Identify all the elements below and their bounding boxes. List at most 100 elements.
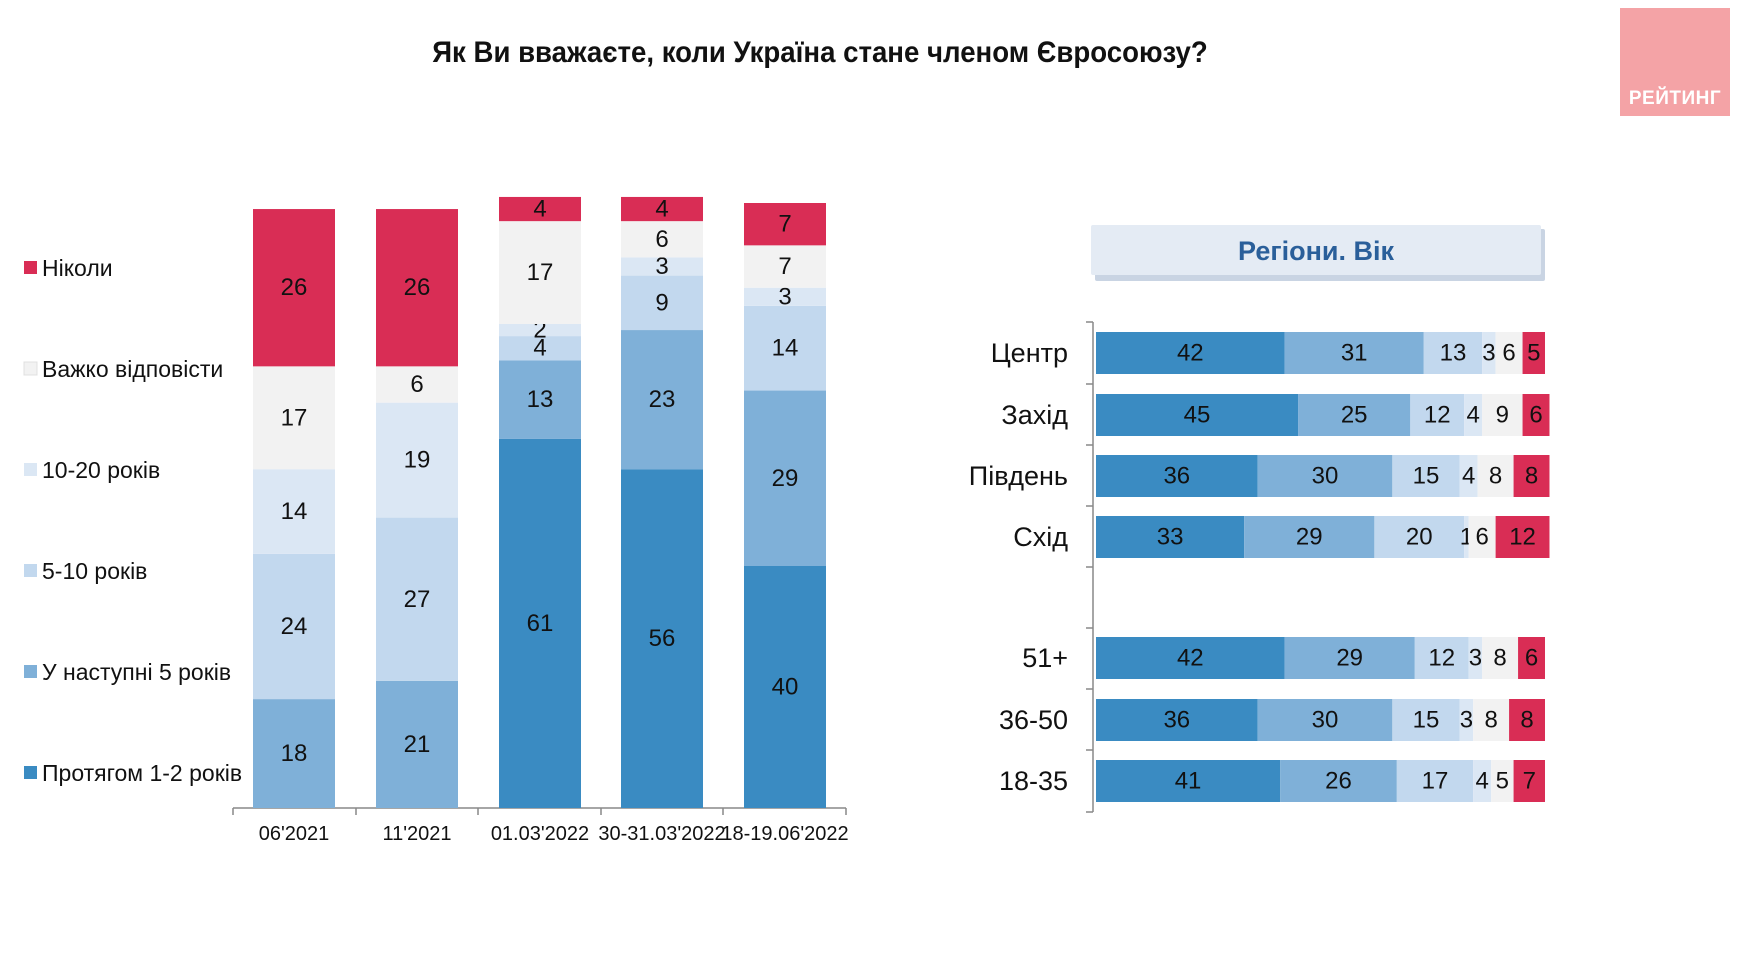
bar-1-важко-відповісти bbox=[376, 366, 458, 403]
legend-swatch-4 bbox=[24, 665, 37, 678]
row-label-6: 18-35 bbox=[999, 766, 1068, 796]
hbar-0-у-наступні-5-років bbox=[1284, 332, 1424, 374]
hbar-6-у-наступні-5-років bbox=[1280, 760, 1397, 802]
bar-label-1-5-10-років: 27 bbox=[404, 586, 431, 613]
legend-label-1: Важко відповісти bbox=[42, 356, 223, 382]
hbar-6-5-10-років bbox=[1396, 760, 1474, 802]
x-tick-label-3: 30-31.03'2022 bbox=[598, 823, 725, 845]
hbar-label-3-5-10-років: 20 bbox=[1406, 524, 1433, 551]
hbar-5-5-10-років bbox=[1392, 699, 1460, 741]
hbar-3-у-наступні-5-років bbox=[1244, 516, 1375, 558]
hbar-label-5-протягом-1-2-років: 36 bbox=[1163, 707, 1190, 734]
bar-label-0-ніколи: 26 bbox=[281, 274, 308, 301]
bar-4-ніколи bbox=[744, 203, 826, 246]
hbar-label-0-5-10-років: 13 bbox=[1440, 340, 1467, 367]
hbar-1-важко-відповісти bbox=[1482, 394, 1523, 436]
hbar-label-1-у-наступні-5-років: 25 bbox=[1341, 402, 1368, 429]
legend-label-0: Ніколи bbox=[42, 255, 113, 281]
bar-3-важко-відповісти bbox=[621, 221, 703, 258]
hbar-label-2-10-20-років: 4 bbox=[1462, 463, 1475, 490]
row-label-4: 51+ bbox=[1022, 643, 1068, 673]
bar-3-ніколи bbox=[621, 196, 703, 222]
hbar-label-3-ніколи: 12 bbox=[1509, 524, 1536, 551]
hbar-label-0-ніколи: 5 bbox=[1527, 340, 1540, 367]
bar-3-5-10-років bbox=[621, 275, 703, 331]
bar-3-протягом-1-2-років bbox=[621, 469, 703, 808]
hbar-label-1-10-20-років: 4 bbox=[1466, 402, 1479, 429]
hbar-label-4-протягом-1-2-років: 42 bbox=[1177, 645, 1204, 672]
hbar-6-важко-відповісти bbox=[1491, 760, 1514, 802]
x-tick-label-1: 11'2021 bbox=[382, 823, 451, 845]
bar-2-5-10-років bbox=[499, 336, 581, 361]
hbar-label-1-ніколи: 6 bbox=[1529, 402, 1542, 429]
hbar-2-протягом-1-2-років bbox=[1096, 455, 1258, 497]
legend: Ніколи Важко відповісти 10-20 років 5-10 ро… bbox=[23, 255, 242, 786]
legend-label-4: У наступні 5 років bbox=[42, 659, 231, 685]
bar-label-0-у-наступні-5-років: 18 bbox=[281, 740, 308, 767]
hbar-4-у-наступні-5-років bbox=[1284, 637, 1415, 679]
hbar-1-5-10-років bbox=[1410, 394, 1465, 436]
hbar-label-6-протягом-1-2-років: 41 bbox=[1175, 768, 1202, 795]
row-label-1: Захід bbox=[1001, 400, 1068, 430]
hbar-3-10-20-років bbox=[1464, 516, 1469, 558]
x-tick-label-0: 06'2021 bbox=[259, 823, 330, 845]
bar-label-3-5-10-років: 9 bbox=[655, 289, 668, 316]
hbar-label-5-10-20-років: 3 bbox=[1460, 707, 1473, 734]
bar-2-ніколи bbox=[499, 196, 581, 222]
row-label-2: Південь bbox=[969, 461, 1068, 491]
bar-4-у-наступні-5-років bbox=[744, 390, 826, 566]
hbar-label-0-протягом-1-2-років: 42 bbox=[1177, 340, 1204, 367]
hbar-1-протягом-1-2-років bbox=[1096, 394, 1299, 436]
bar-2-протягом-1-2-років bbox=[499, 438, 581, 808]
hbar-3-ніколи bbox=[1495, 516, 1550, 558]
bar-label-1-ніколи: 26 bbox=[404, 274, 431, 301]
bar-label-4-5-10-років: 14 bbox=[772, 335, 799, 362]
hbar-label-1-важко-відповісти: 9 bbox=[1496, 402, 1509, 429]
hbar-5-протягом-1-2-років bbox=[1096, 699, 1258, 741]
panel-title: Регіони. Вік bbox=[1238, 236, 1395, 266]
bar-label-0-10-20-років: 14 bbox=[281, 498, 308, 525]
hbar-label-2-важко-відповісти: 8 bbox=[1489, 463, 1502, 490]
legend-swatch-0 bbox=[24, 261, 37, 274]
hbar-label-4-10-20-років: 3 bbox=[1469, 645, 1482, 672]
hbar-label-6-у-наступні-5-років: 26 bbox=[1325, 768, 1352, 795]
hbar-label-2-у-наступні-5-років: 30 bbox=[1312, 463, 1339, 490]
hbar-0-важко-відповісти bbox=[1495, 332, 1523, 374]
bar-label-3-10-20-років: 3 bbox=[655, 253, 668, 280]
bar-label-2-ніколи: 4 bbox=[533, 196, 546, 223]
hbar-3-5-10-років bbox=[1374, 516, 1465, 558]
bar-label-0-5-10-років: 24 bbox=[281, 613, 308, 640]
hbar-label-5-у-наступні-5-років: 30 bbox=[1312, 707, 1339, 734]
hbar-4-10-20-років bbox=[1468, 637, 1483, 679]
hbar-label-4-у-наступні-5-років: 29 bbox=[1336, 645, 1363, 672]
bar-label-3-ніколи: 4 bbox=[655, 196, 668, 223]
hbar-label-3-протягом-1-2-років: 33 bbox=[1157, 524, 1184, 551]
bar-label-2-у-наступні-5-років: 13 bbox=[527, 386, 554, 413]
row-label-5: 36-50 bbox=[999, 705, 1068, 735]
bar-3-10-20-років bbox=[621, 257, 703, 276]
hbar-label-5-ніколи: 8 bbox=[1520, 707, 1533, 734]
hbar-label-6-важко-відповісти: 5 bbox=[1496, 768, 1509, 795]
bar-label-2-важко-відповісти: 17 bbox=[527, 259, 554, 286]
hbar-3-протягом-1-2-років bbox=[1096, 516, 1245, 558]
hbar-label-2-протягом-1-2-років: 36 bbox=[1163, 463, 1190, 490]
x-tick-label-4: 18-19.06'2022 bbox=[721, 823, 848, 845]
x-tick-label-2: 01.03'2022 bbox=[491, 823, 589, 845]
hbar-label-3-важко-відповісти: 6 bbox=[1475, 524, 1488, 551]
bar-label-3-протягом-1-2-років: 56 bbox=[649, 625, 676, 652]
bar-4-важко-відповісти bbox=[744, 245, 826, 288]
bar-1-10-20-років bbox=[376, 402, 458, 518]
legend-swatch-2 bbox=[24, 463, 37, 476]
legend-label-3: 5-10 років bbox=[42, 558, 147, 584]
bar-4-протягом-1-2-років bbox=[744, 566, 826, 808]
hbar-label-2-5-10-років: 15 bbox=[1413, 463, 1440, 490]
hbar-4-важко-відповісти bbox=[1482, 637, 1519, 679]
bar-4-10-20-років bbox=[744, 287, 826, 306]
bar-label-4-10-20-років: 3 bbox=[778, 283, 791, 310]
bar-0-10-20-років bbox=[253, 469, 335, 554]
bar-2-важко-відповісти bbox=[499, 221, 581, 324]
legend-label-5: Протягом 1-2 років bbox=[42, 760, 242, 786]
hbar-6-10-20-років bbox=[1473, 760, 1492, 802]
